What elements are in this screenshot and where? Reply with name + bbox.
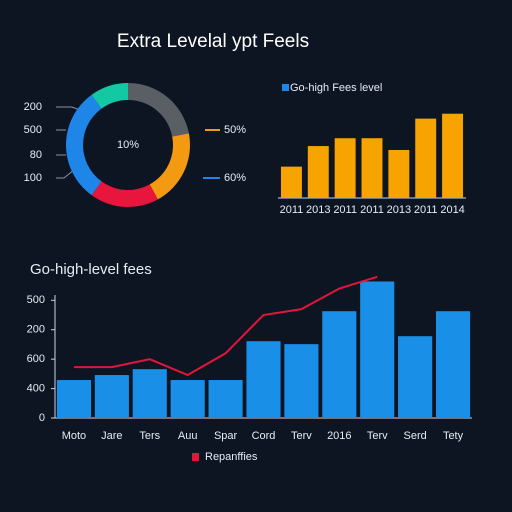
bar <box>361 138 383 198</box>
x-tick-label: Spar <box>214 430 238 442</box>
donut-segment <box>91 181 158 207</box>
annotation: 100 <box>24 172 42 184</box>
bar <box>56 380 92 418</box>
x-tick-label: 2011 <box>333 204 357 216</box>
legend-label: Repanffies <box>205 451 258 463</box>
bar <box>360 281 395 418</box>
bar <box>415 118 437 198</box>
annotation: 50% <box>224 124 246 136</box>
bar <box>280 166 302 198</box>
bar <box>246 341 281 418</box>
bar <box>94 375 129 418</box>
bar <box>334 138 356 198</box>
x-tick-label: Auu <box>178 430 198 442</box>
chart-title: Go-high Fees level <box>290 82 382 94</box>
x-tick-label: Cord <box>252 430 276 442</box>
chart-title: Go-high-level fees <box>30 261 152 278</box>
annotation: 60% <box>224 172 246 184</box>
donut-segment <box>149 133 190 200</box>
bar <box>388 149 410 198</box>
bar <box>435 311 471 418</box>
x-tick-label: 2011 <box>280 204 304 216</box>
bar <box>307 146 329 198</box>
x-tick-label: Ters <box>139 430 160 442</box>
x-tick-label: 2011 <box>360 204 384 216</box>
y-tick-label: 0 <box>39 412 45 424</box>
donut-segment <box>91 83 128 109</box>
x-tick-label: Terv <box>367 430 388 442</box>
x-tick-label: 2016 <box>327 430 351 442</box>
y-tick-label: 400 <box>27 382 45 394</box>
x-tick-label: Terv <box>291 430 312 442</box>
legend-swatch <box>192 453 199 461</box>
bar <box>322 311 357 418</box>
bar <box>284 344 319 418</box>
annotation: 200 <box>24 101 42 113</box>
bar <box>208 380 243 418</box>
bar <box>398 336 433 418</box>
x-tick-label: Jare <box>101 430 122 442</box>
y-tick-label: 500 <box>27 294 45 306</box>
annotation: 80 <box>30 149 42 161</box>
x-tick-label: Tety <box>443 430 464 442</box>
y-tick-label: 600 <box>27 353 45 365</box>
y-tick-label: 200 <box>27 324 45 336</box>
center-label: 10% <box>117 139 139 151</box>
x-tick-label: 2013 <box>306 204 330 216</box>
line <box>73 275 378 377</box>
x-tick-label: Moto <box>62 430 86 442</box>
x-tick-label: 2014 <box>440 204 464 216</box>
donut-segment <box>65 94 102 196</box>
bar <box>132 369 167 418</box>
bar <box>170 380 205 418</box>
x-tick-label: 2013 <box>387 204 411 216</box>
x-tick-label: Serd <box>404 430 427 442</box>
annotation: 500 <box>24 124 42 136</box>
page-title: Extra Levelal ypt Feels <box>117 31 309 52</box>
x-tick-label: 2011 <box>414 204 438 216</box>
legend-swatch <box>282 84 289 91</box>
donut-segment <box>128 83 189 137</box>
bar <box>442 113 464 198</box>
